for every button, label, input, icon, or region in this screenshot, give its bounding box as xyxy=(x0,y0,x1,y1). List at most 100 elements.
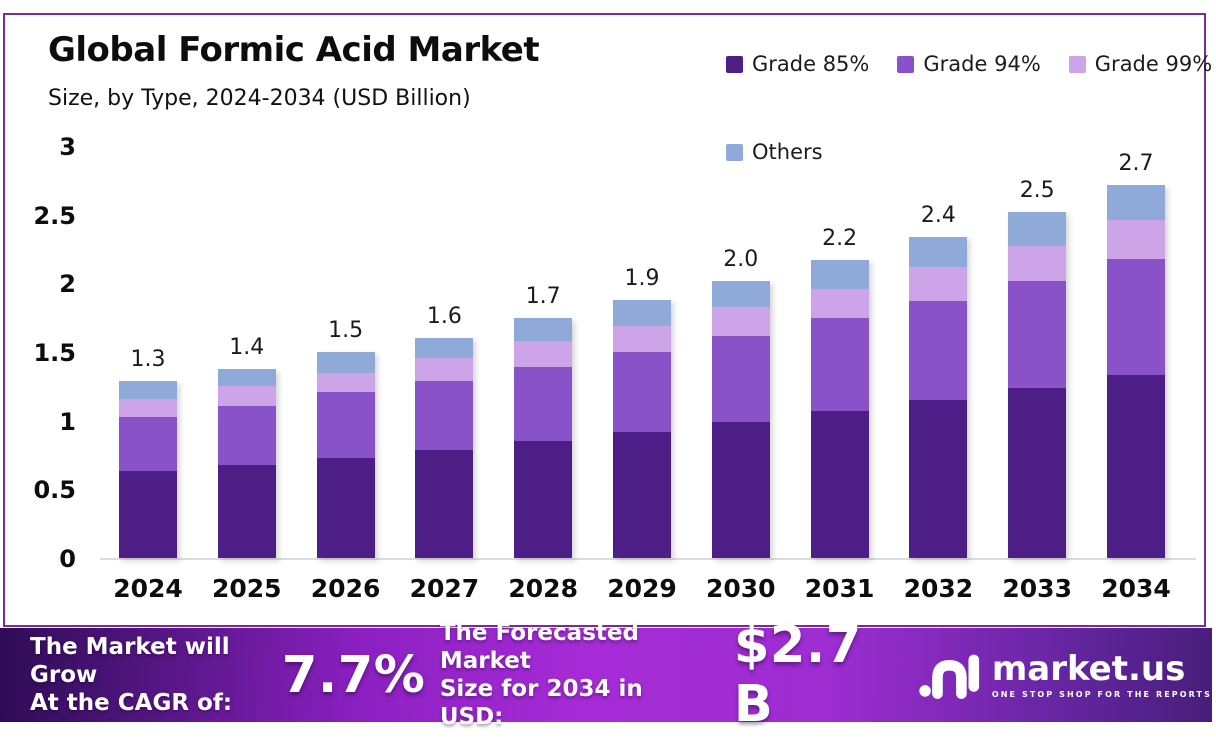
bar-2024 xyxy=(119,380,177,558)
bar-2030 xyxy=(711,280,770,558)
legend-row-2: Others xyxy=(726,140,823,164)
bar-2032-grade-99 xyxy=(909,266,968,302)
x-tick-2024: 2024 xyxy=(113,574,183,603)
bar-2030-grade-94 xyxy=(711,335,770,423)
bar-2026 xyxy=(316,352,375,558)
bar-2033 xyxy=(1008,212,1067,558)
bar-2029-grade-99 xyxy=(613,325,671,353)
cagr-label: The Market will Grow At the CAGR of: xyxy=(30,633,268,717)
bar-2033-grade-85 xyxy=(1008,387,1067,558)
y-tick-2.5: 2.5 xyxy=(33,201,76,230)
bar-2032-grade-94 xyxy=(909,301,968,401)
y-tick-3: 3 xyxy=(59,133,76,162)
legend-item-others: Others xyxy=(726,140,823,164)
bar-2032 xyxy=(909,236,968,558)
bar-2033-others xyxy=(1008,212,1067,247)
bar-2029-others xyxy=(613,299,671,326)
forecast-value: $2.7 B xyxy=(733,616,862,734)
bar-2024-others xyxy=(119,380,177,399)
bar-2028-others xyxy=(514,317,573,342)
bar-2034-others xyxy=(1107,184,1165,221)
bar-total-label-2027: 1.6 xyxy=(426,304,462,330)
x-axis-line xyxy=(100,558,1196,560)
bar-2025-grade-85 xyxy=(217,464,276,558)
bar-2028-grade-99 xyxy=(514,341,573,368)
legend-swatch-grade-99 xyxy=(1068,55,1086,73)
bar-2034-grade-94 xyxy=(1107,258,1165,376)
bar-2025-others xyxy=(217,368,276,387)
bar-2025 xyxy=(217,368,276,558)
bar-2027-others xyxy=(415,338,474,358)
brand-name: market.us xyxy=(991,648,1186,689)
bar-total-label-2030: 2.0 xyxy=(723,246,759,272)
forecast-label-line2: Size for 2034 in USD: xyxy=(439,676,643,731)
bar-2026-grade-85 xyxy=(316,457,375,558)
legend-swatch-grade-85 xyxy=(726,55,743,73)
bar-2025-grade-99 xyxy=(217,386,276,406)
bar-2029-grade-85 xyxy=(613,431,671,558)
bar-2030-grade-85 xyxy=(711,422,770,558)
brand-text: market.us ONE STOP SHOP FOR THE REPORTS xyxy=(992,652,1212,699)
cagr-value: 7.7% xyxy=(281,645,426,705)
legend-swatch-others xyxy=(726,143,743,161)
bar-2032-others xyxy=(909,236,968,267)
x-tick-2026: 2026 xyxy=(310,574,381,603)
cagr-label-line2: At the CAGR of: xyxy=(30,690,233,717)
forecast-label-line1: The Forecasted Market xyxy=(439,619,639,674)
cagr-label-line1: The Market will Grow xyxy=(30,633,230,688)
bar-2029 xyxy=(613,299,671,558)
bar-2031 xyxy=(810,260,869,558)
bar-total-label-2032: 2.4 xyxy=(920,202,956,228)
x-tick-2028: 2028 xyxy=(508,574,578,603)
y-tick-1.5: 1.5 xyxy=(33,339,76,368)
x-tick-2031: 2031 xyxy=(804,574,875,603)
bar-total-label-2025: 1.4 xyxy=(229,334,265,360)
legend-item-grade-94: Grade 94% xyxy=(897,52,1041,76)
bar-2029-grade-94 xyxy=(613,352,671,432)
bar-total-label-2034: 2.7 xyxy=(1118,150,1154,176)
bar-2026-others xyxy=(316,352,375,373)
bar-2028-grade-94 xyxy=(514,367,573,442)
bar-2030-others xyxy=(711,280,770,307)
bar-2027-grade-99 xyxy=(415,357,474,381)
x-tick-2029: 2029 xyxy=(607,574,677,603)
x-tick-2033: 2033 xyxy=(1002,574,1072,603)
bar-2024-grade-85 xyxy=(119,471,177,558)
bar-2031-grade-85 xyxy=(810,411,869,558)
x-tick-2025: 2025 xyxy=(211,574,282,603)
legend-label: Grade 99% xyxy=(1094,52,1213,76)
bar-2026-grade-99 xyxy=(316,372,375,392)
bar-2027-grade-94 xyxy=(415,380,474,450)
legend-item-grade-85: Grade 85% xyxy=(726,52,869,76)
legend-item-grade-99: Grade 99% xyxy=(1068,52,1213,76)
bar-total-label-2028: 1.7 xyxy=(525,283,561,309)
forecast-label: The Forecasted Market Size for 2034 in U… xyxy=(440,619,708,731)
bar-2033-grade-94 xyxy=(1008,280,1067,388)
bar-2026-grade-94 xyxy=(316,391,375,458)
y-tick-0.5: 0.5 xyxy=(33,476,76,505)
bar-2027 xyxy=(415,338,474,558)
y-tick-1: 1 xyxy=(59,407,76,436)
bar-2024-grade-94 xyxy=(119,416,177,472)
chart-title: Global Formic Acid Market xyxy=(48,30,540,70)
brand-logo: market.us ONE STOP SHOP FOR THE REPORTS xyxy=(918,647,1212,703)
bar-2034 xyxy=(1107,184,1165,558)
x-tick-2027: 2027 xyxy=(409,574,480,603)
legend-swatch-grade-94 xyxy=(897,55,915,73)
bar-2027-grade-85 xyxy=(415,449,474,558)
bar-2024-grade-99 xyxy=(119,398,177,417)
bar-2028-grade-85 xyxy=(514,441,573,558)
bar-2033-grade-99 xyxy=(1008,246,1067,281)
bar-2034-grade-99 xyxy=(1107,220,1165,259)
bar-total-label-2024: 1.3 xyxy=(130,346,166,372)
bar-2031-grade-94 xyxy=(810,317,869,412)
chart-border-box xyxy=(3,13,1206,627)
bar-2031-others xyxy=(810,260,869,289)
bar-total-label-2031: 2.2 xyxy=(822,226,858,252)
bar-total-label-2033: 2.5 xyxy=(1019,178,1055,203)
bar-2031-grade-99 xyxy=(810,288,869,318)
bar-2032-grade-85 xyxy=(909,400,968,558)
y-tick-2: 2 xyxy=(59,270,76,299)
bar-2034-grade-85 xyxy=(1107,375,1165,558)
